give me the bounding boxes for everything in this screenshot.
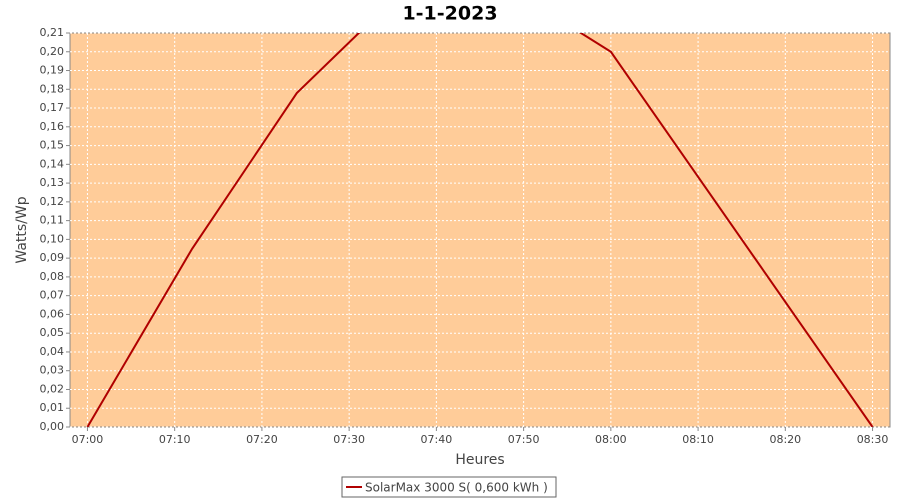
x-tick-label: 07:00	[72, 433, 104, 446]
y-tick-label: 0,13	[40, 176, 65, 189]
legend: SolarMax 3000 S( 0,600 kWh )	[341, 476, 557, 498]
x-tick-label: 08:30	[857, 433, 889, 446]
y-tick-label: 0,17	[40, 101, 65, 114]
x-tick-label: 07:10	[159, 433, 191, 446]
y-tick-label: 0,11	[40, 214, 65, 227]
y-tick-label: 0,15	[40, 139, 65, 152]
y-tick-label: 0,09	[40, 251, 65, 264]
y-tick-label: 0,21	[40, 26, 65, 39]
y-tick-label: 0,02	[40, 382, 65, 395]
x-tick-label: 07:40	[421, 433, 453, 446]
y-tick-label: 0,01	[40, 401, 65, 414]
y-tick-label: 0,07	[40, 289, 65, 302]
y-tick-label: 0,08	[40, 270, 65, 283]
y-axis-label: Watts/Wp	[14, 196, 30, 263]
chart-title: 1-1-2023	[402, 3, 497, 25]
y-tick-label: 0,10	[40, 232, 65, 245]
legend-box	[341, 476, 557, 498]
y-tick-label: 0,00	[40, 420, 65, 433]
plot-area	[69, 32, 891, 428]
y-tick-label: 0,14	[40, 157, 65, 170]
y-tick-label: 0,19	[40, 64, 65, 77]
y-tick-label: 0,03	[40, 364, 65, 377]
y-tick-label: 0,04	[40, 345, 65, 358]
x-tick-label: 08:00	[595, 433, 627, 446]
x-tick-label: 08:20	[769, 433, 801, 446]
y-tick-label: 0,16	[40, 120, 65, 133]
x-tick-label: 07:50	[508, 433, 540, 446]
y-tick-label: 0,18	[40, 82, 65, 95]
x-tick-label: 08:10	[682, 433, 714, 446]
x-axis-label: Heures	[455, 452, 504, 468]
x-tick-label: 07:30	[333, 433, 365, 446]
y-tick-label: 0,05	[40, 326, 65, 339]
y-tick-label: 0,06	[40, 307, 65, 320]
series-line	[86, 33, 874, 427]
y-tick-label: 0,12	[40, 195, 65, 208]
x-tick-label: 07:20	[246, 433, 278, 446]
legend-label: SolarMax 3000 S( 0,600 kWh )	[365, 481, 548, 495]
y-tick-label: 0,20	[40, 45, 65, 58]
series-group	[86, 33, 874, 427]
